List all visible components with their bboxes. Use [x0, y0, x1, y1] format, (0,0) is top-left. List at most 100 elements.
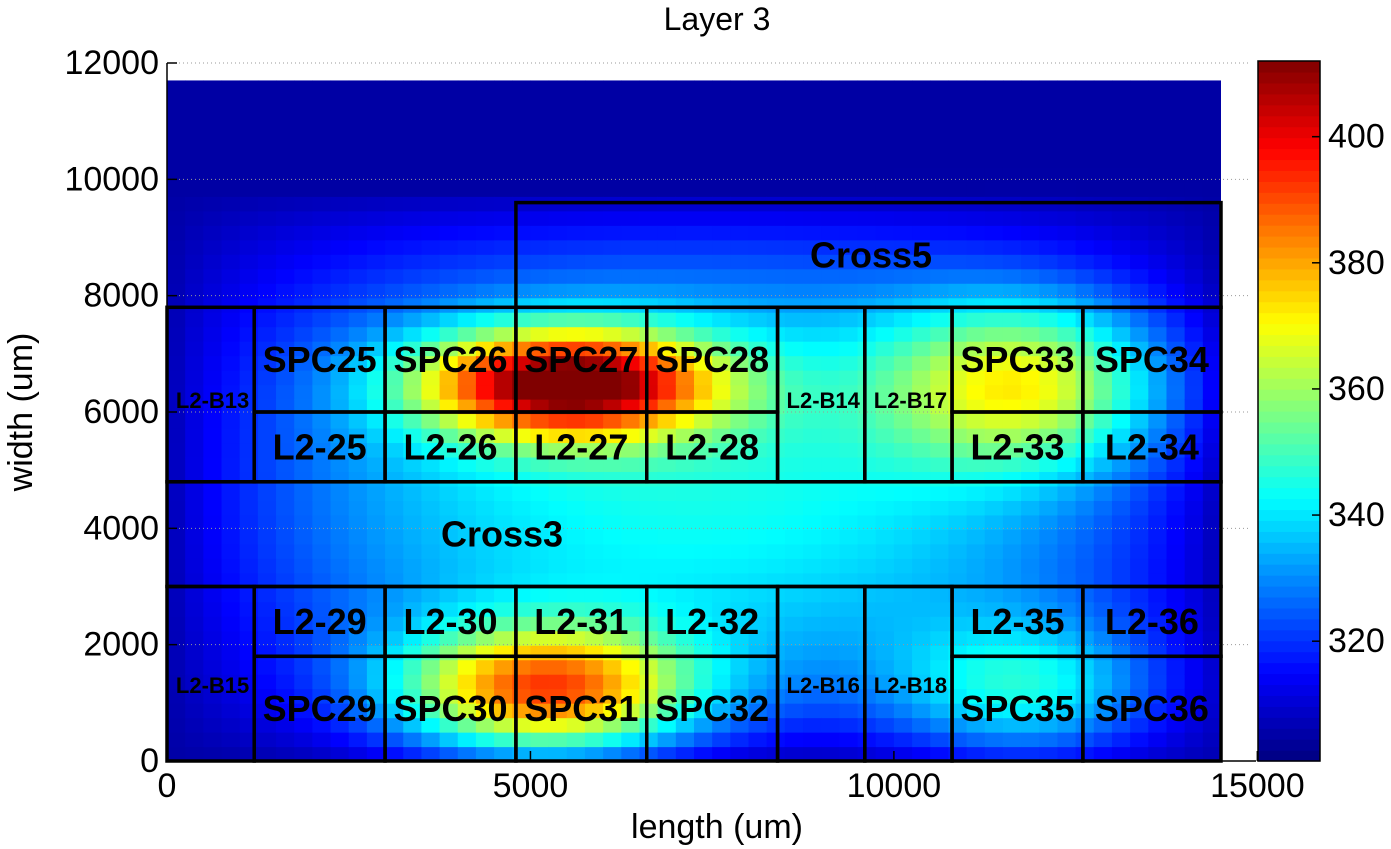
heat-cell — [712, 746, 731, 761]
heat-cell — [912, 717, 931, 733]
colorbar-step — [1258, 257, 1320, 270]
heat-cell — [366, 254, 386, 270]
heat-cell — [366, 659, 386, 675]
heat-cell — [475, 732, 495, 748]
heat-cell — [621, 688, 641, 704]
heat-cell — [948, 558, 968, 574]
heat-cell — [1202, 283, 1221, 299]
heat-cell — [566, 529, 586, 545]
heat-cell — [475, 225, 495, 241]
heat-cell — [457, 456, 477, 472]
heat-cell — [893, 630, 913, 646]
heat-cell — [712, 370, 731, 386]
heat-cell — [439, 442, 459, 458]
heat-cell — [1166, 210, 1186, 226]
heat-cell — [875, 138, 895, 154]
heat-cell — [712, 500, 731, 516]
heat-cell — [1111, 703, 1131, 719]
heat-cell — [366, 370, 386, 386]
heat-cell — [984, 514, 1004, 530]
heat-cell — [1039, 312, 1059, 328]
heat-cell — [1202, 370, 1221, 386]
heat-cell — [1130, 152, 1149, 168]
heat-cell — [1184, 601, 1204, 617]
heat-cell — [712, 514, 731, 530]
heat-cell — [1184, 297, 1204, 313]
heat-cell — [1166, 268, 1186, 284]
heat-cell — [1057, 225, 1077, 241]
heat-cell — [1075, 138, 1095, 154]
heat-cell — [657, 283, 677, 299]
heat-cell — [694, 601, 713, 617]
heat-cell — [584, 456, 604, 472]
heat-cell — [1111, 732, 1131, 748]
heat-cell — [730, 514, 750, 530]
heat-cell — [839, 384, 859, 400]
heat-cell — [403, 529, 423, 545]
heat-cell — [1184, 427, 1204, 444]
heat-cell — [1111, 94, 1131, 111]
heat-cell — [203, 341, 223, 357]
region-label: L2-36 — [1105, 601, 1199, 642]
heat-cell — [1111, 471, 1131, 487]
heat-cell — [203, 225, 223, 241]
heat-cell — [966, 630, 986, 646]
heat-cell — [948, 283, 968, 299]
colorbar-step — [1258, 159, 1320, 171]
heat-cell — [1075, 109, 1095, 125]
heat-cell — [821, 442, 840, 458]
heat-cell — [1021, 167, 1040, 183]
heat-cell — [639, 384, 659, 400]
heat-cell — [730, 123, 750, 139]
heat-cell — [893, 413, 913, 429]
heat-cell — [185, 442, 204, 458]
heat-cell — [457, 312, 477, 328]
heat-cell — [639, 630, 659, 646]
heat-cell — [548, 413, 568, 429]
heat-cell — [1166, 225, 1186, 241]
heat-cell — [657, 688, 677, 704]
heat-cell — [276, 717, 295, 733]
heat-cell — [839, 514, 859, 530]
heat-cell — [675, 572, 695, 588]
heat-cell — [839, 413, 859, 429]
heat-cell — [457, 514, 477, 530]
heat-cell — [1075, 703, 1095, 719]
heat-cell — [403, 413, 423, 429]
heat-cell — [639, 746, 659, 761]
heat-cell — [1002, 94, 1022, 111]
heat-cell — [1184, 456, 1204, 472]
heat-cell — [966, 225, 986, 241]
heat-cell — [1166, 80, 1186, 96]
heat-cell — [1166, 543, 1186, 559]
heat-cell — [1002, 688, 1022, 704]
heat-cell — [857, 80, 877, 96]
heat-cell — [857, 471, 877, 487]
heat-cell — [875, 746, 895, 761]
heat-cell — [1057, 572, 1077, 588]
heat-cell — [712, 413, 731, 429]
heat-cell — [185, 746, 204, 761]
heat-cell — [984, 225, 1004, 241]
heat-cell — [603, 456, 622, 472]
heat-cell — [730, 167, 750, 183]
heat-cell — [584, 341, 604, 357]
heat-cell — [566, 442, 586, 458]
heat-cell — [385, 558, 404, 574]
heat-cell — [276, 587, 295, 603]
heat-cell — [639, 138, 659, 154]
heat-cell — [439, 167, 459, 183]
heat-cell — [1111, 688, 1131, 704]
heat-cell — [1039, 283, 1059, 299]
heat-cell — [1111, 572, 1131, 588]
region-label: L2-B15 — [176, 673, 249, 698]
heat-cell — [1130, 94, 1149, 111]
heat-cell — [348, 167, 368, 183]
heat-cell — [1130, 471, 1149, 487]
heat-cell — [930, 514, 950, 530]
heat-cell — [803, 558, 822, 574]
heat-cell — [1057, 413, 1077, 429]
colorbar-step — [1258, 465, 1320, 478]
heat-cell — [803, 254, 822, 270]
